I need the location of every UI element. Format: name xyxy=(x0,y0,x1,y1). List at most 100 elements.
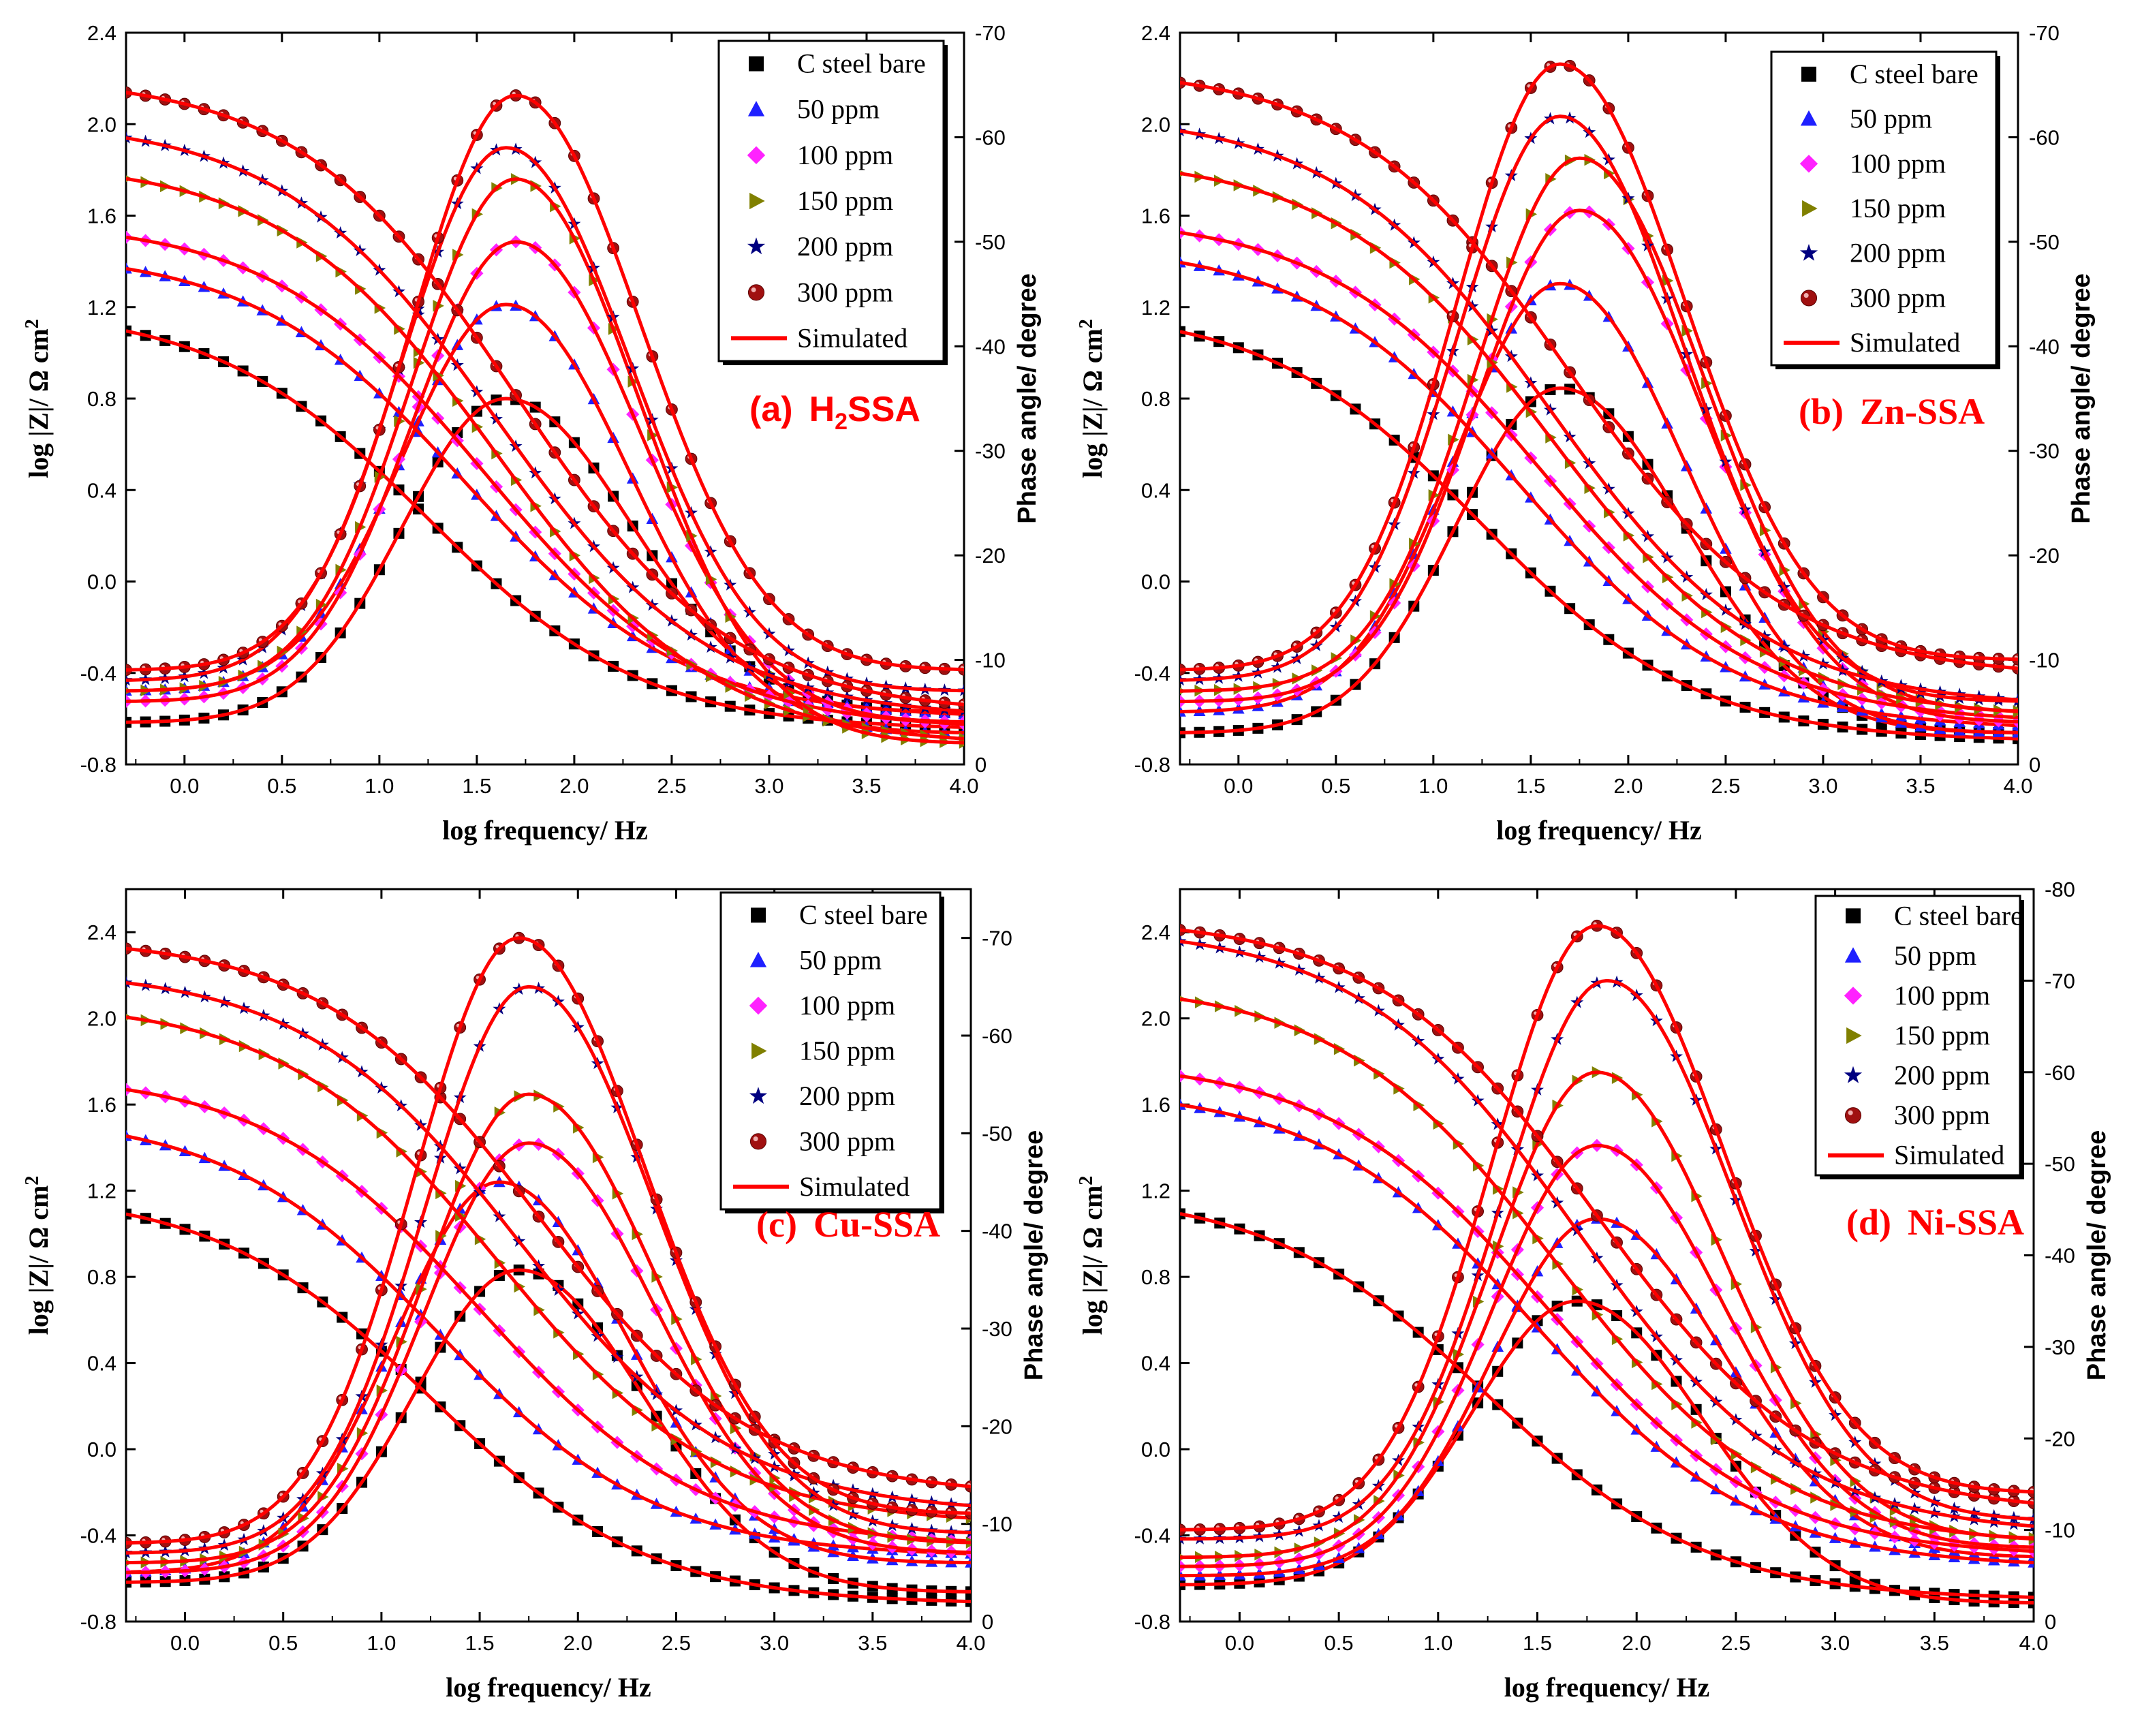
plot-area xyxy=(1180,919,2034,1609)
x-tick-label: 0.0 xyxy=(1224,774,1253,798)
fit-line-p150-magnitude xyxy=(1180,172,2018,713)
series-p300 xyxy=(1180,59,2018,676)
triangle-up-marker-icon xyxy=(749,951,767,967)
y-left-tick-label: 1.6 xyxy=(1141,1093,1170,1117)
x-tick-label: 4.0 xyxy=(2019,1631,2048,1655)
x-tick-label: 3.0 xyxy=(760,1631,789,1655)
x-tick-label: 1.0 xyxy=(364,774,394,798)
legend: C steel bare 50 ppm 100 ppm 150 ppm 200 ppm 3… xyxy=(1814,895,2024,1179)
sphere-marker-icon-highlight xyxy=(1848,1110,1853,1115)
legend-label: 100 ppm xyxy=(799,990,895,1021)
diamond-marker-icon xyxy=(749,996,768,1015)
triangle-right-marker-icon xyxy=(751,1042,767,1059)
square-marker-icon xyxy=(1846,908,1861,924)
plot-frame xyxy=(125,888,972,1623)
panel-b: 0.0 0.5 1.0 1.5 2.0 2.5 3.0 3.5 4.0 -0.8 -0.4 0.0 0.… xyxy=(1076,21,2096,846)
x-tick-label: 0.0 xyxy=(1225,1631,1254,1655)
legend-label: 200 ppm xyxy=(1850,238,1946,268)
legend-label: 50 ppm xyxy=(1894,940,1976,971)
series-p200 xyxy=(1180,111,2018,707)
sphere-marker-icon xyxy=(1844,1107,1862,1124)
y-right-tick-label: -70 xyxy=(975,21,1006,45)
y-left-axis-title: log |Z|/ Ω cm2 xyxy=(1076,1176,1108,1335)
x-tick-label: 3.5 xyxy=(852,774,881,798)
y-right-tick-label: -50 xyxy=(2045,1152,2075,1176)
legend-box xyxy=(1814,895,2021,1177)
series-p300 xyxy=(126,86,964,711)
panel-a: 0.0 0.5 1.0 1.5 2.0 2.5 3.0 3.5 4.0 -0.8 -0.4 0.0 0.… xyxy=(22,21,1042,846)
y-left-tick-label: 0.8 xyxy=(1141,1265,1170,1289)
panel-label: (c) Cu-SSA xyxy=(756,1204,940,1245)
y-left-tick-label: -0.8 xyxy=(1134,1610,1170,1634)
y-left-tick-label: 2.0 xyxy=(1141,112,1170,136)
fit-line-bare-magnitude xyxy=(126,329,964,729)
x-tick-label: 4.0 xyxy=(949,774,978,798)
legend-label: Simulated xyxy=(1850,327,1960,358)
legend-label: 50 ppm xyxy=(797,94,880,125)
y-right-tick-label: -10 xyxy=(2045,1519,2075,1543)
x-tick-label: 0.0 xyxy=(170,1631,200,1655)
plot-area xyxy=(1180,59,2018,745)
compound-name: Zn-SSA xyxy=(1860,391,1985,432)
legend-label: 300 ppm xyxy=(799,1126,895,1156)
y-right-tick-label: -60 xyxy=(2045,1061,2075,1085)
y-left-axis-title-main: log |Z|/ Ω cm xyxy=(1077,328,1108,478)
triangle-right-marker-icon xyxy=(749,192,765,210)
panel-d: 0.0 0.5 1.0 1.5 2.0 2.5 3.0 3.5 4.0 -0.8 -0.4 0.0 0.… xyxy=(1076,878,2111,1703)
y-left-tick-label: -0.4 xyxy=(80,1524,117,1548)
y-right-tick-label: -20 xyxy=(2045,1427,2075,1451)
y-right-tick-label: -40 xyxy=(2029,335,2060,358)
x-tick-label: 1.5 xyxy=(465,1631,495,1655)
y-right-tick-label: -30 xyxy=(2029,439,2060,463)
fit-line-p300-phase xyxy=(126,936,971,1545)
square-marker-icon xyxy=(749,56,764,72)
y-left-tick-label: 0.4 xyxy=(1141,478,1170,502)
triangle-right-marker-icon xyxy=(1846,1027,1862,1044)
compound-name: H xyxy=(809,390,835,429)
legend-label: 300 ppm xyxy=(797,277,893,307)
fit-line-p100-magnitude xyxy=(126,1087,971,1543)
legend-label: 300 ppm xyxy=(1850,282,1946,313)
fit-line-bare-magnitude xyxy=(126,1212,971,1604)
y-right-tick-label: 0 xyxy=(975,753,987,777)
triangle-up-marker-icon xyxy=(1844,947,1862,963)
y-left-tick-label: 0.8 xyxy=(87,387,117,411)
x-axis-title: log frequency/ Hz xyxy=(1504,1672,1709,1703)
x-tick-label: 4.0 xyxy=(2003,774,2032,798)
y-left-tick-label: 1.2 xyxy=(1141,296,1170,320)
fit-line-p50-magnitude xyxy=(1180,260,2018,728)
fit-line-p100-magnitude xyxy=(126,235,964,726)
y-left-tick-label: 0.4 xyxy=(87,1352,117,1376)
compound-name: Cu-SSA xyxy=(813,1204,940,1245)
fit-line-p150-magnitude xyxy=(126,176,964,741)
x-axis-title: log frequency/ Hz xyxy=(1496,815,1701,846)
x-tick-label: 2.5 xyxy=(657,774,686,798)
star-marker-icon xyxy=(747,237,766,255)
legend: C steel bare 50 ppm 100 ppm 150 ppm 200 ppm 3… xyxy=(1770,50,2000,369)
panel-letter: (b) xyxy=(1799,391,1844,432)
y-left-tick-label: 2.4 xyxy=(87,21,117,45)
y-left-axis-title-sup: 2 xyxy=(1076,319,1097,328)
y-right-tick-label: -20 xyxy=(975,544,1006,568)
fit-line-p200-phase xyxy=(126,985,971,1555)
legend-label: 100 ppm xyxy=(1850,148,1946,179)
y-right-tick-label: -40 xyxy=(982,1220,1012,1243)
legend: C steel bare 50 ppm 100 ppm 150 ppm 200 ppm 3… xyxy=(719,891,944,1213)
y-left-tick-label: -0.8 xyxy=(1134,753,1170,777)
y-left-tick-label: -0.8 xyxy=(80,753,117,777)
compound-subscript: 2 xyxy=(835,409,848,435)
y-right-tick-label: -30 xyxy=(982,1317,1012,1341)
fit-line-p150-magnitude xyxy=(126,1015,971,1520)
x-tick-label: 1.5 xyxy=(462,774,491,798)
legend-label: Simulated xyxy=(797,322,907,353)
y-left-axis-title: log |Z|/ Ω cm2 xyxy=(22,319,54,478)
fit-line-p300-magnitude xyxy=(126,946,971,1489)
fit-line-bare-phase xyxy=(126,1268,971,1594)
y-left-tick-label: 2.4 xyxy=(1141,21,1170,45)
legend-label: 150 ppm xyxy=(797,185,893,216)
legend-label: 200 ppm xyxy=(797,231,893,262)
x-tick-label: 0.5 xyxy=(267,774,296,798)
fit-line-p300-magnitude xyxy=(1180,928,2034,1505)
panel-c: 0.0 0.5 1.0 1.5 2.0 2.5 3.0 3.5 4.0 -0.8 -0.4 0.0 0.… xyxy=(22,888,1049,1703)
